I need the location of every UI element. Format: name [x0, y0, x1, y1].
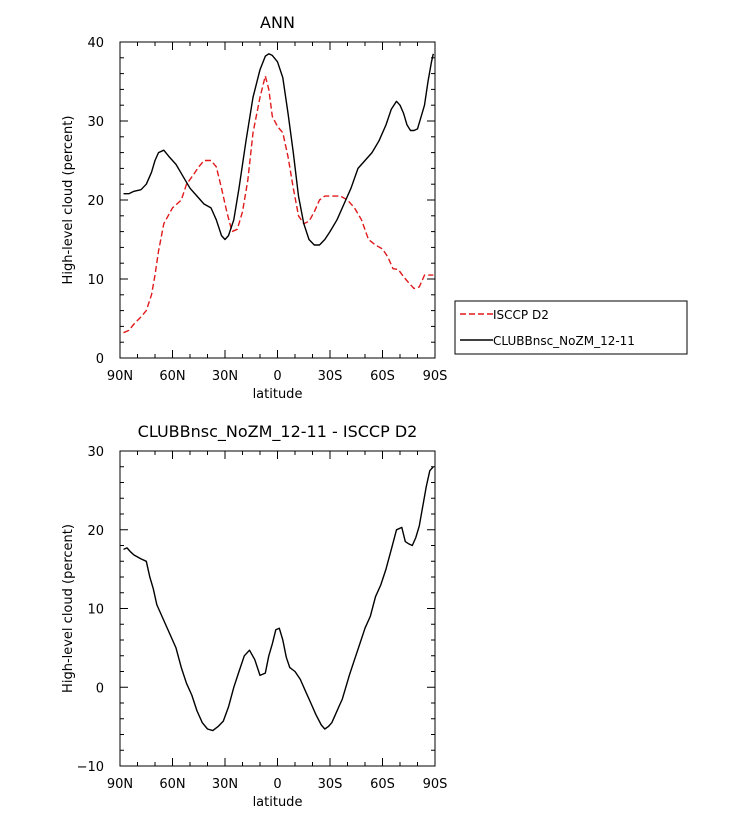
- y-tick-label: 0: [96, 352, 104, 367]
- plot-frame: [119, 450, 436, 767]
- x-tick-label: 90N: [107, 369, 133, 384]
- y-tick-label: 10: [87, 603, 104, 618]
- x-tick-label: 30S: [318, 369, 343, 384]
- y-tick-label: 20: [87, 524, 104, 539]
- legend-label: CLUBBnsc_NoZM_12-11: [493, 334, 635, 348]
- series-line-2: [123, 53, 434, 246]
- chart-1: ANN 90N 60N 30N 0 30S 60S 90S 0 10 20 30 40 latitude H…: [61, 13, 688, 402]
- x-tick-label: 90S: [423, 777, 448, 792]
- chart-title: CLUBBnsc_NoZM_12-11 - ISCCP D2: [138, 422, 418, 442]
- x-axis-label: latitude: [253, 387, 303, 402]
- y-tick-label: 10: [87, 273, 104, 288]
- y-axis-label: High-level cloud (percent): [61, 116, 76, 285]
- x-tick-label: 60N: [159, 369, 185, 384]
- x-tick-label: 30S: [318, 777, 343, 792]
- x-tick-label: 60S: [370, 777, 395, 792]
- x-tick-label: 30N: [212, 369, 238, 384]
- x-tick-label: 0: [273, 369, 281, 384]
- x-tick-label: 90S: [423, 369, 448, 384]
- series-line-1: [123, 466, 434, 732]
- chart-title: ANN: [260, 13, 295, 32]
- y-tick-label: 30: [87, 445, 104, 460]
- x-tick-label: 60S: [370, 369, 395, 384]
- series-line-1: [123, 75, 434, 334]
- x-tick-label: 30N: [212, 777, 238, 792]
- legend-label: ISCCP D2: [493, 308, 549, 322]
- y-tick-label: 0: [96, 681, 104, 696]
- y-axis-label: High-level cloud (percent): [61, 524, 76, 693]
- legend-box: [454, 300, 688, 355]
- x-tick-label: 90N: [107, 777, 133, 792]
- x-tick-label: 0: [273, 777, 281, 792]
- plot-frame: [119, 41, 436, 359]
- y-tick-label: −10: [77, 760, 104, 775]
- legend: ISCCP D2 CLUBBnsc_NoZM_12-11: [454, 300, 688, 355]
- chart-2: CLUBBnsc_NoZM_12-11 - ISCCP D2 90N 60N 30N 0…: [61, 422, 447, 810]
- y-tick-label: 30: [87, 115, 104, 130]
- x-axis-label: latitude: [253, 795, 303, 810]
- x-tick-label: 60N: [159, 777, 185, 792]
- y-tick-label: 20: [87, 194, 104, 209]
- y-tick-label: 40: [87, 36, 104, 51]
